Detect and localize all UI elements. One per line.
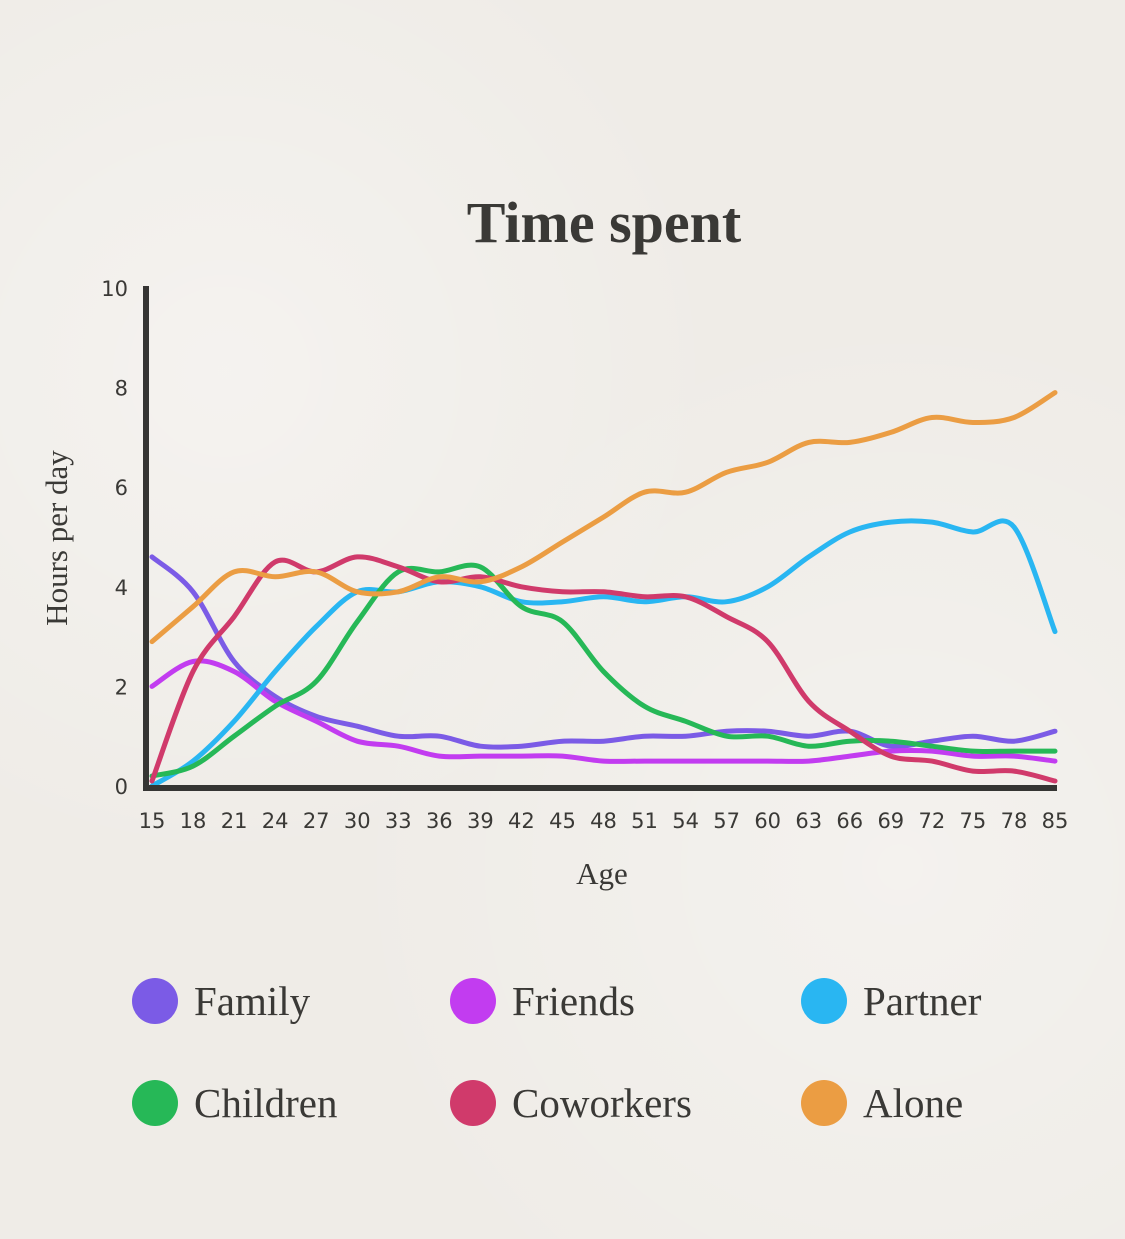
x-tick-label: 63 xyxy=(795,809,822,833)
x-ticks: 15 18 21 24 27 30 33 36 39 42 45 48 51 54 57 60 63 66 69 72… xyxy=(139,809,1069,833)
x-tick-label: 18 xyxy=(180,809,207,833)
series-line-family xyxy=(149,554,1058,750)
x-tick-label: 24 xyxy=(262,809,289,833)
y-axis-label: Hours per day xyxy=(39,450,74,626)
series-group xyxy=(149,390,1058,789)
y-tick-label: 4 xyxy=(115,576,128,600)
x-tick-label: 85 xyxy=(1042,809,1069,833)
series-line-children xyxy=(149,562,1058,779)
series-line-friends xyxy=(149,658,1058,764)
x-tick-label: 36 xyxy=(426,809,453,833)
x-tick-label: 48 xyxy=(590,809,617,833)
x-tick-label: 42 xyxy=(508,809,535,833)
x-tick-label: 21 xyxy=(221,809,248,833)
x-tick-label: 51 xyxy=(631,809,658,833)
y-tick-label: 2 xyxy=(115,675,128,699)
series-line-partner xyxy=(149,518,1058,789)
series-line-alone xyxy=(149,390,1058,645)
y-ticks: 0 2 4 6 8 10 xyxy=(101,277,128,799)
y-tick-label: 0 xyxy=(115,775,128,799)
x-tick-label: 39 xyxy=(467,809,494,833)
x-tick-label: 66 xyxy=(836,809,863,833)
x-tick-label: 69 xyxy=(877,809,904,833)
x-tick-label: 15 xyxy=(139,809,166,833)
x-tick-label: 60 xyxy=(754,809,781,833)
chart-title: Time spent xyxy=(467,190,742,255)
y-tick-label: 6 xyxy=(115,476,128,500)
x-tick-label: 45 xyxy=(549,809,576,833)
x-tick-label: 30 xyxy=(344,809,371,833)
x-tick-label: 27 xyxy=(303,809,330,833)
x-tick-label: 57 xyxy=(713,809,740,833)
x-tick-label: 33 xyxy=(385,809,412,833)
x-tick-label: 72 xyxy=(918,809,945,833)
x-axis-label: Age xyxy=(576,856,628,891)
x-tick-label: 78 xyxy=(1001,809,1028,833)
x-tick-label: 54 xyxy=(672,809,699,833)
y-tick-label: 10 xyxy=(101,277,128,301)
x-tick-label: 75 xyxy=(960,809,987,833)
series-line-coworkers xyxy=(149,554,1058,784)
y-tick-label: 8 xyxy=(115,377,128,401)
